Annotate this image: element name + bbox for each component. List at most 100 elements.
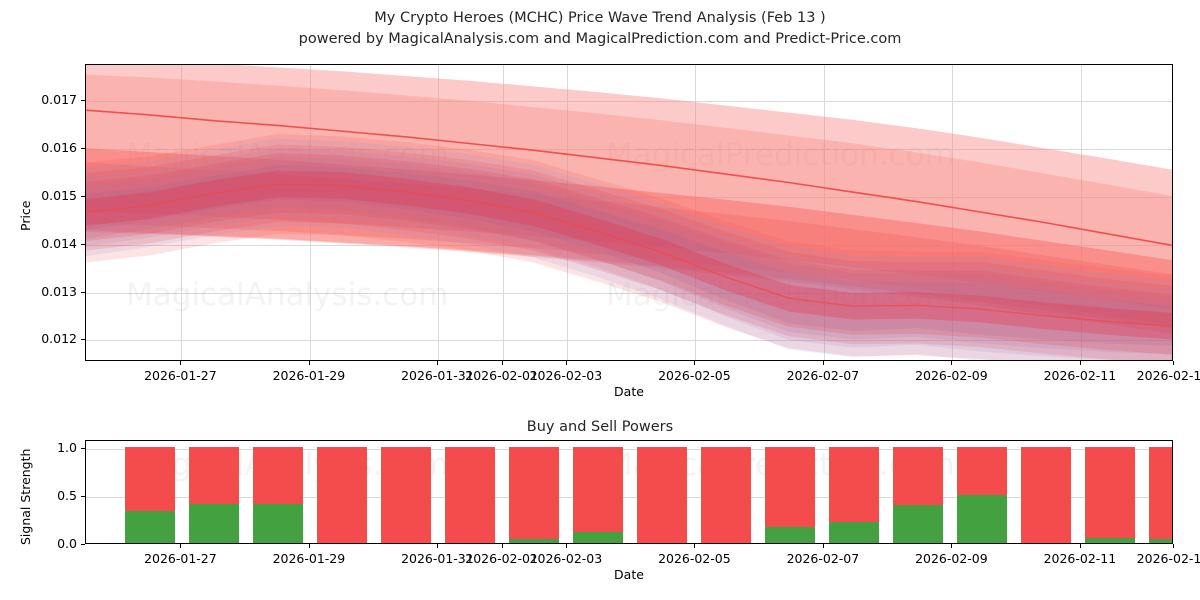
buy-power-bar-segment[interactable]	[125, 511, 175, 543]
price-chart-axes: MagicalAnalysis.comMagicalPrediction.com…	[85, 64, 1173, 361]
bar-column[interactable]	[253, 446, 303, 543]
buy-power-bar-segment[interactable]	[253, 504, 303, 543]
bar-column[interactable]	[893, 446, 943, 543]
x-tick-label: 2026-02-03	[529, 551, 603, 566]
wave-band-blue-core	[86, 164, 1172, 346]
sell-power-bar-segment[interactable]	[317, 446, 367, 543]
price-wave-bands	[86, 65, 1172, 360]
bar-column[interactable]	[957, 446, 1007, 543]
sell-power-bar-segment[interactable]	[573, 446, 623, 543]
mid-red-band-2	[86, 162, 1172, 329]
x-tick-label: 2026-02-01	[465, 551, 538, 566]
buy-power-bar-segment[interactable]	[893, 505, 943, 543]
bar-column[interactable]	[701, 446, 751, 543]
x-tick-mark	[308, 544, 310, 548]
mid-red-band	[86, 148, 1172, 310]
x-tick-label: 2026-02-09	[915, 368, 988, 383]
sell-power-bar-segment[interactable]	[509, 446, 559, 543]
price-chart-yaxis-title: Price	[18, 200, 33, 232]
bar-column[interactable]	[125, 446, 175, 543]
x-tick-label: 2026-02-07	[786, 368, 860, 383]
x-tick-mark	[1173, 544, 1174, 548]
x-tick-label: 2026-01-29	[272, 551, 346, 566]
bar-column[interactable]	[445, 446, 495, 543]
x-tick-label: 2026-02-13	[1136, 368, 1200, 383]
sell-power-bar-segment[interactable]	[381, 446, 431, 543]
x-tick-label: 2026-02-11	[1043, 368, 1117, 383]
bar-column[interactable]	[189, 446, 239, 543]
x-tick-label: 2026-02-13	[1136, 551, 1200, 566]
x-tick-label: 2026-02-01	[465, 368, 538, 383]
bar-column[interactable]	[1149, 446, 1172, 543]
buy-power-bar-segment[interactable]	[829, 521, 879, 543]
gridline-horizontal	[86, 340, 1172, 342]
gridline-vertical	[952, 65, 954, 360]
bar-column[interactable]	[637, 446, 687, 543]
y-tick-mark	[81, 339, 85, 341]
bar-column[interactable]	[381, 446, 431, 543]
sell-power-bar-segment[interactable]	[1149, 446, 1172, 543]
buy-power-bar-segment[interactable]	[189, 504, 239, 543]
gridline-horizontal	[86, 292, 1172, 294]
sell-power-bar-segment[interactable]	[637, 446, 687, 543]
buy-power-bar-segment[interactable]	[765, 526, 815, 543]
y-tick-mark	[81, 447, 85, 449]
gridline-horizontal	[86, 244, 1172, 246]
buy-power-bar-segment[interactable]	[957, 494, 1007, 543]
y-tick-label: 1.0	[57, 439, 77, 455]
y-tick-mark	[81, 495, 85, 497]
x-tick-mark	[565, 544, 567, 548]
x-tick-label: 2026-02-05	[658, 551, 731, 566]
wave-band-blue-inner	[86, 156, 1172, 355]
gridline-horizontal	[86, 148, 1172, 150]
x-tick-label: 2026-02-09	[915, 551, 988, 566]
x-tick-label: 2026-01-29	[272, 368, 346, 383]
buy-power-bar-segment[interactable]	[1085, 538, 1135, 543]
bar-column[interactable]	[1085, 446, 1135, 543]
sell-power-bar-segment[interactable]	[445, 446, 495, 543]
y-tick-label: 0.017	[41, 91, 77, 107]
buy-power-bar-segment[interactable]	[573, 532, 623, 543]
y-tick-mark	[81, 291, 85, 293]
sell-power-bar-segment[interactable]	[1021, 446, 1071, 543]
center-trend-line	[86, 183, 1172, 327]
bar-column[interactable]	[573, 446, 623, 543]
x-tick-mark	[1173, 361, 1174, 365]
x-tick-mark	[180, 544, 182, 548]
center-core-band	[86, 170, 1172, 340]
x-tick-mark	[501, 544, 503, 548]
price-chart-xaxis-title: Date	[614, 384, 644, 399]
buy-power-bar-segment[interactable]	[509, 539, 559, 543]
x-tick-mark	[1079, 544, 1081, 548]
bar-column[interactable]	[317, 446, 367, 543]
bar-column[interactable]	[765, 446, 815, 543]
sell-power-bar-segment[interactable]	[701, 446, 751, 543]
wave-band-blue-outer	[86, 138, 1172, 360]
x-tick-mark	[951, 544, 953, 548]
x-tick-mark	[180, 361, 182, 365]
buy-power-bar-segment[interactable]	[1149, 539, 1172, 543]
y-tick-mark	[81, 99, 85, 101]
x-tick-label: 2026-01-31	[401, 368, 474, 383]
bar-column[interactable]	[1021, 446, 1071, 543]
x-tick-label: 2026-02-03	[529, 368, 603, 383]
buy-sell-chart-title: Buy and Sell Powers	[526, 419, 674, 435]
buy-sell-xaxis-title: Date	[614, 567, 644, 582]
x-tick-mark	[437, 361, 439, 365]
x-tick-mark	[822, 361, 824, 365]
sell-power-bar-segment[interactable]	[1085, 446, 1135, 543]
y-tick-mark	[81, 195, 85, 197]
x-tick-mark	[437, 544, 439, 548]
bar-column[interactable]	[509, 446, 559, 543]
wave-band-red-core	[86, 153, 1172, 355]
bar-column[interactable]	[829, 446, 879, 543]
gridline-vertical	[1080, 65, 1082, 360]
y-tick-label: 0.014	[41, 235, 77, 251]
buy-sell-chart-axes: MagicalAnalysis.comMagicalPrediction.com	[85, 440, 1173, 544]
y-tick-label: 0.015	[41, 187, 77, 203]
gridline-horizontal	[86, 100, 1172, 102]
y-tick-label: 0.5	[57, 487, 77, 503]
wave-band-red-outer	[86, 133, 1172, 360]
page-title: My Crypto Heroes (MCHC) Price Wave Trend…	[374, 10, 826, 26]
